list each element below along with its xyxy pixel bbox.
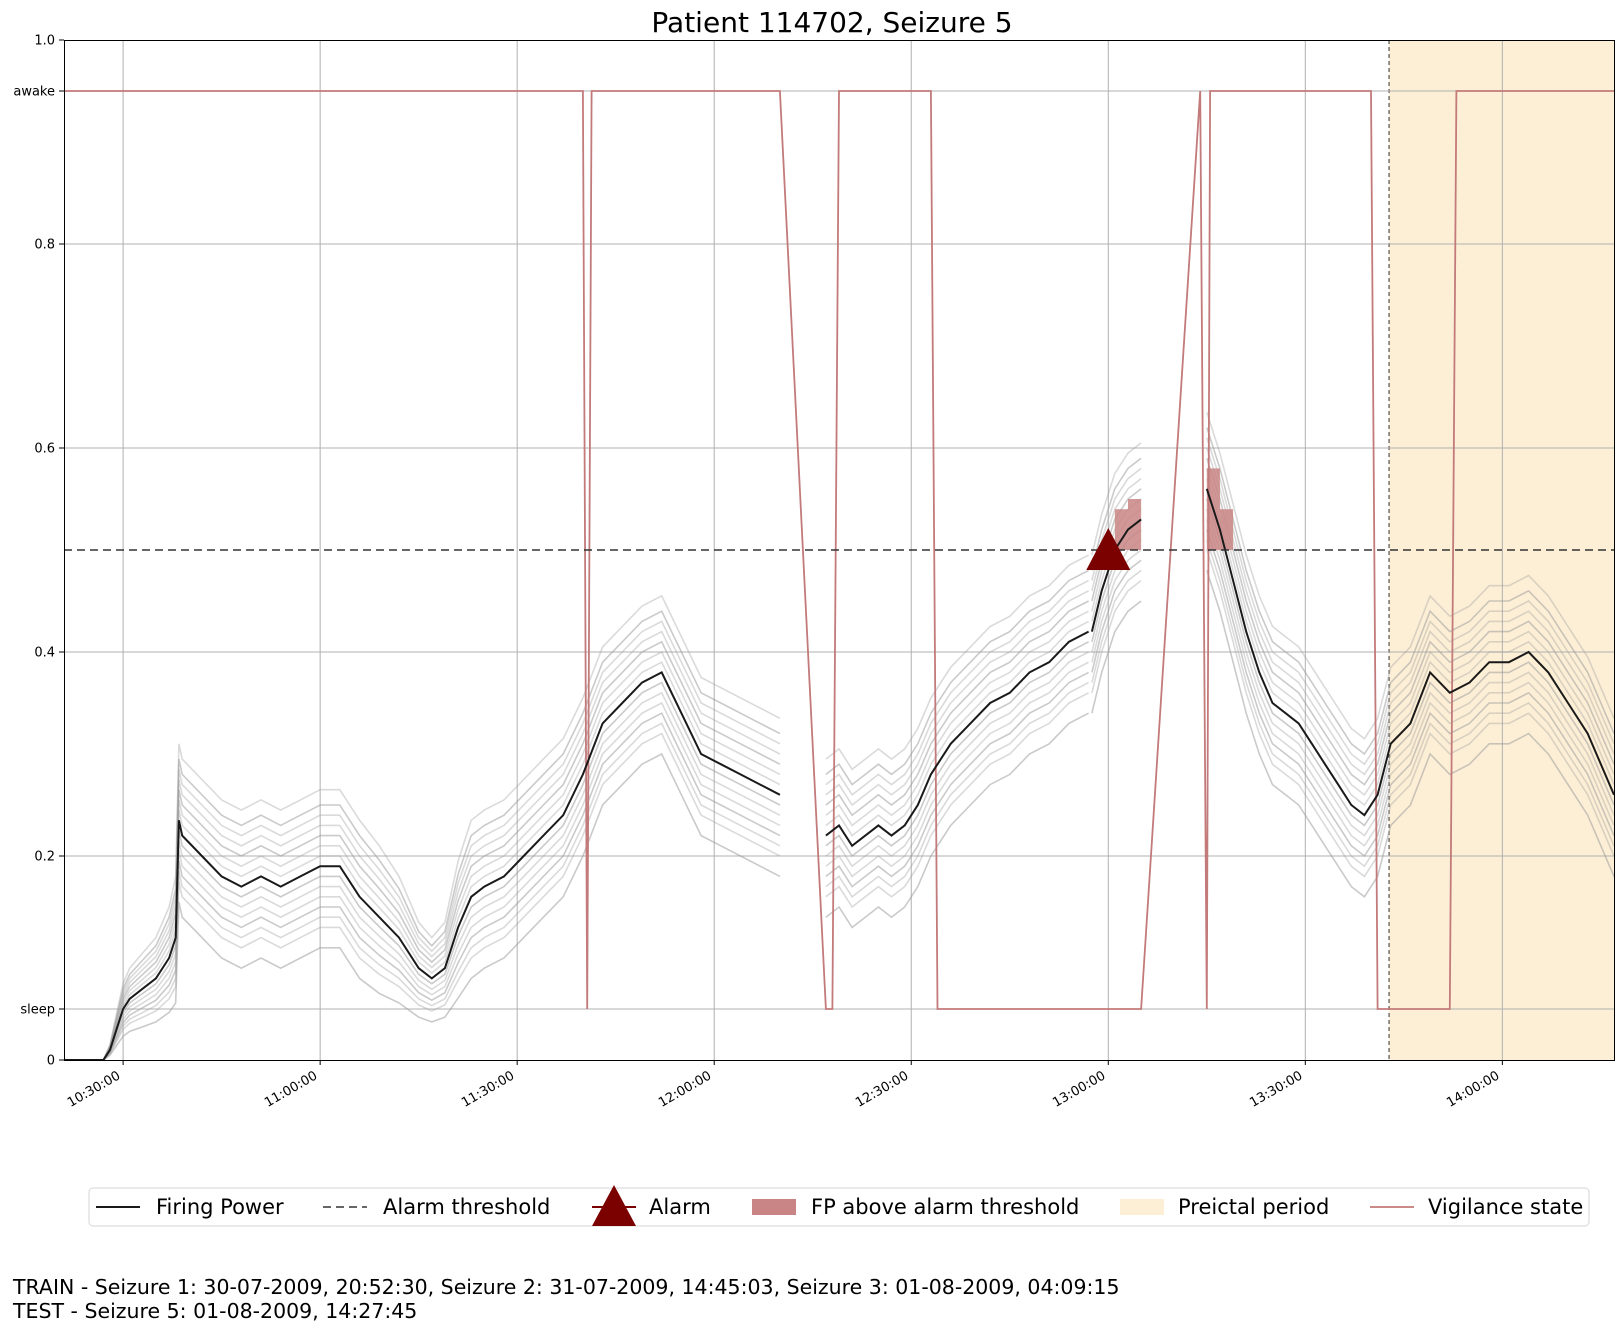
ensemble-trace [825, 651, 1089, 868]
firing-power-layer [64, 488, 1615, 1061]
ensemble-trace [64, 661, 781, 1061]
plot-frame [64, 40, 1615, 1061]
ensemble-trace [1206, 468, 1615, 796]
ensemble-trace [1206, 549, 1615, 878]
legend-label: FP above alarm threshold [811, 1195, 1079, 1219]
ensemble-trace [64, 640, 781, 1061]
x-tick-label: 12:00:00 [656, 1068, 714, 1110]
y-tick-label: 0.6 [34, 442, 55, 457]
ensemble-trace [825, 590, 1089, 807]
ensemble-trace [1206, 427, 1615, 756]
ensemble-trace [1091, 457, 1142, 571]
vigilance-layer [64, 90, 1614, 1010]
x-tick-label: 13:30:00 [1247, 1068, 1305, 1110]
train-seizures-note: TRAIN - Seizure 1: 30-07-2009, 20:52:30,… [13, 1275, 1120, 1299]
ensemble-trace [1206, 519, 1615, 847]
y-tick-label: 1.0 [34, 34, 55, 49]
firing-power-line [64, 671, 781, 1061]
ensemble-trace [1206, 570, 1615, 898]
ensemble-trace [825, 579, 1089, 796]
ensemble-trace [64, 650, 781, 1061]
ensemble-trace [1091, 569, 1142, 683]
ensemble-trace [1206, 498, 1615, 827]
ensemble-trace [825, 681, 1089, 898]
ensemble-trace [64, 630, 781, 1061]
y-axis: 0 sleep 0.2 0.4 0.6 0.8 awake 1.0 [13, 34, 64, 1069]
ensemble-trace [825, 692, 1089, 909]
ensemble-trace [1091, 559, 1142, 673]
legend-label: Alarm [649, 1195, 711, 1219]
x-tick-label: 13:00:00 [1050, 1068, 1108, 1110]
legend-label: Firing Power [156, 1195, 284, 1219]
ensemble-trace [1206, 529, 1615, 858]
ensemble-trace [825, 600, 1089, 817]
x-axis: 10:30:00 11:00:00 11:30:00 12:00:00 12:30:00… [65, 1060, 1503, 1111]
ensemble-trace [64, 701, 781, 1061]
fp-above-threshold-area [1114, 509, 1128, 550]
legend-swatch-preictal [1120, 1199, 1164, 1215]
ensemble-trace [825, 641, 1089, 858]
ensemble-layer [64, 412, 1615, 1061]
legend-label: Alarm threshold [383, 1195, 550, 1219]
ensemble-trace [825, 569, 1089, 786]
ensemble-trace [825, 620, 1089, 837]
ensemble-trace [825, 554, 1089, 771]
ensemble-trace [1206, 437, 1615, 766]
y-tick-label: 0.4 [34, 646, 55, 661]
legend-label: Preictal period [1178, 1195, 1329, 1219]
firing-power-line [825, 630, 1090, 848]
ensemble-trace [825, 610, 1089, 827]
y-tick-label: awake [13, 85, 55, 100]
ensemble-trace [1206, 447, 1615, 776]
ensemble-trace [64, 691, 781, 1061]
ensemble-trace [64, 752, 781, 1061]
legend-swatch-alarm [592, 1185, 636, 1226]
legend: Firing Power Alarm threshold Alarm FP above… [88, 1185, 1590, 1227]
alarm-layer [1086, 528, 1131, 570]
ensemble-trace [1091, 549, 1142, 663]
ensemble-trace [825, 661, 1089, 878]
ensemble-trace [1091, 442, 1142, 556]
chart-title: Patient 114702, Seizure 5 [651, 6, 1012, 39]
x-tick-label: 10:30:00 [65, 1068, 123, 1110]
ensemble-trace [64, 722, 781, 1061]
ensemble-trace [64, 732, 781, 1061]
ensemble-trace [825, 671, 1089, 888]
firing-power-line [1205, 488, 1615, 817]
legend-label: Vigilance state [1428, 1195, 1583, 1219]
y-tick-label: 0 [47, 1054, 55, 1069]
y-tick-label: sleep [20, 1003, 55, 1018]
ensemble-trace [1091, 579, 1142, 693]
x-tick-label: 11:00:00 [262, 1068, 320, 1110]
ensemble-trace [1206, 478, 1615, 807]
test-seizure-note: TEST - Seizure 5: 01-08-2009, 14:27:45 [13, 1299, 418, 1323]
ensemble-trace [64, 620, 781, 1061]
alarm-marker [1086, 528, 1131, 570]
fp-above-threshold-area [1219, 509, 1234, 550]
x-tick-label: 14:00:00 [1444, 1068, 1502, 1110]
ensemble-trace [1091, 600, 1142, 714]
x-tick-label: 12:30:00 [853, 1068, 911, 1110]
ensemble-trace [1206, 508, 1615, 837]
ensemble-trace [64, 594, 781, 1061]
ensemble-trace [1206, 539, 1615, 868]
legend-swatch-fp-above [752, 1199, 796, 1215]
ensemble-trace [1206, 412, 1615, 740]
y-tick-label: 0.8 [34, 238, 55, 253]
legend-box [88, 1187, 1590, 1227]
ensemble-trace [64, 681, 781, 1061]
ensemble-trace [1206, 457, 1615, 786]
ensemble-trace [825, 712, 1089, 929]
ensemble-trace [64, 610, 781, 1061]
x-tick-label: 11:30:00 [459, 1068, 517, 1110]
y-tick-label: 0.2 [34, 850, 55, 865]
vigilance-state-line [64, 90, 1614, 1010]
ensemble-trace [64, 712, 781, 1061]
